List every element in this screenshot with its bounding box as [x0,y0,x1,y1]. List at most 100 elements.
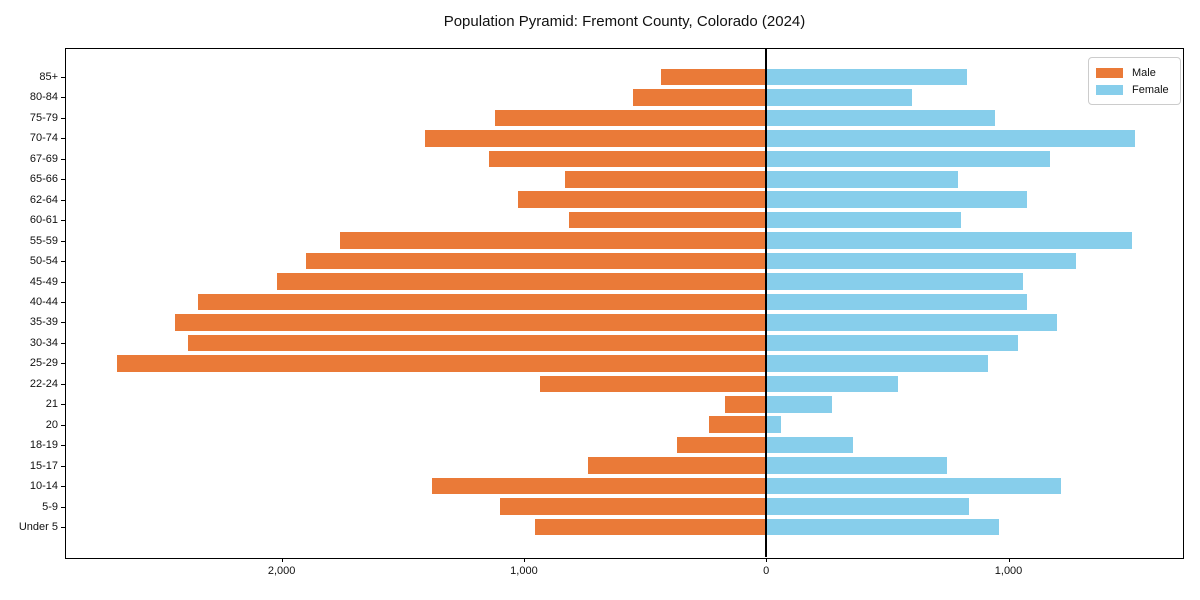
y-tick-label: 21 [45,398,58,411]
bar-male-62-64 [517,191,767,208]
chart-title: Population Pyramid: Fremont County, Colo… [443,13,806,30]
y-tick-label: 75-79 [29,111,58,124]
y-tick-mark [61,117,65,119]
y-tick-label: 35-39 [29,316,58,329]
y-tick-label: 45-49 [29,275,58,288]
bar-female-50-54 [766,252,1077,270]
y-tick-mark [61,220,65,222]
bar-female-70-74 [766,130,1135,147]
y-tick-label: 30-34 [29,336,58,349]
x-tick-label: 1,000 [994,565,1023,577]
x-tick-mark [523,558,525,562]
bar-female-15-17 [766,457,947,474]
y-tick-label: 50-54 [29,255,58,268]
bar-male-5-9 [499,498,767,515]
y-tick-mark [61,281,65,283]
bar-female-75-79 [766,109,996,127]
bar-female-30-34 [766,334,1019,352]
x-tick-label: 1,000 [510,565,538,577]
y-tick-label: 15-17 [29,459,58,472]
bar-male-65-66 [565,171,767,188]
bar-male-80-84 [632,89,767,106]
bar-female-40-44 [766,293,1027,311]
x-tick-mark [281,558,283,562]
y-tick-mark [61,465,65,467]
bar-female-20 [766,416,781,433]
y-tick-label: 25-29 [29,357,58,370]
plot-area [65,48,1184,559]
y-tick-label: 62-64 [29,193,58,206]
bar-female-60-61 [766,211,962,229]
bar-male-50-54 [305,252,767,270]
y-tick-mark [61,302,65,303]
y-tick-mark [61,363,65,365]
bar-male-60-61 [568,211,767,229]
y-tick-mark [61,77,65,78]
bar-female-80-84 [766,89,912,106]
bar-male-Under 5 [534,518,767,536]
male-swatch-icon [1096,67,1123,78]
bar-male-20 [709,416,767,433]
y-tick-mark [61,158,65,160]
bar-male-18-19 [676,436,767,454]
bar-male-15-17 [588,457,767,474]
bar-female-67-69 [766,150,1050,168]
bar-male-25-29 [116,355,767,372]
y-tick-mark [61,179,65,181]
bar-male-21 [725,396,767,413]
legend: Male Female [1088,57,1181,105]
female-swatch-icon [1096,84,1123,95]
y-tick-label: 85+ [39,71,58,83]
bar-female-85+ [766,68,968,86]
y-tick-mark [61,261,65,263]
bar-male-22-24 [539,375,767,393]
x-tick-label: 2,000 [267,565,296,577]
bar-female-22-24 [766,375,899,393]
bar-male-70-74 [424,130,767,147]
x-tick-mark [766,558,768,562]
x-tick-mark [1008,558,1010,562]
y-tick-label: 67-69 [29,152,58,165]
bar-female-18-19 [766,436,854,454]
x-tick-label: 0 [763,565,770,577]
bar-female-55-59 [766,232,1133,249]
bar-female-65-66 [766,171,958,188]
y-tick-mark [61,404,65,406]
center-axis-line [765,49,767,557]
y-tick-mark [61,199,65,201]
bar-male-55-59 [339,232,767,249]
bar-male-75-79 [494,109,767,127]
y-tick-label: 18-19 [29,439,58,452]
bar-female-Under 5 [766,518,999,536]
bar-male-45-49 [276,273,767,290]
bar-female-10-14 [766,477,1061,495]
y-tick-mark [61,424,65,426]
bar-male-85+ [660,68,767,86]
bar-female-45-49 [766,273,1024,290]
y-tick-label: 10-14 [29,480,58,493]
y-tick-label: 55-59 [29,234,58,247]
y-tick-mark [61,527,65,528]
bar-female-35-39 [766,314,1057,331]
y-tick-mark [61,506,65,508]
bar-male-40-44 [198,293,767,311]
y-tick-label: 60-61 [29,214,58,227]
bar-male-10-14 [431,477,767,495]
y-tick-label: 65-66 [29,173,58,186]
y-tick-label: 40-44 [29,296,58,308]
y-tick-label: 22-24 [29,377,58,390]
y-tick-mark [61,383,65,385]
y-tick-label: 70-74 [29,132,58,145]
legend-item-male: Male [1096,64,1172,81]
y-tick-mark [61,322,65,324]
y-tick-label: 20 [45,418,58,431]
y-tick-mark [61,97,65,99]
y-tick-mark [61,138,65,140]
bar-female-21 [766,396,832,413]
legend-label-female: Female [1132,83,1169,96]
bar-male-67-69 [488,150,767,168]
bar-male-35-39 [175,314,767,331]
bar-female-25-29 [766,355,988,372]
y-tick-mark [61,240,65,242]
